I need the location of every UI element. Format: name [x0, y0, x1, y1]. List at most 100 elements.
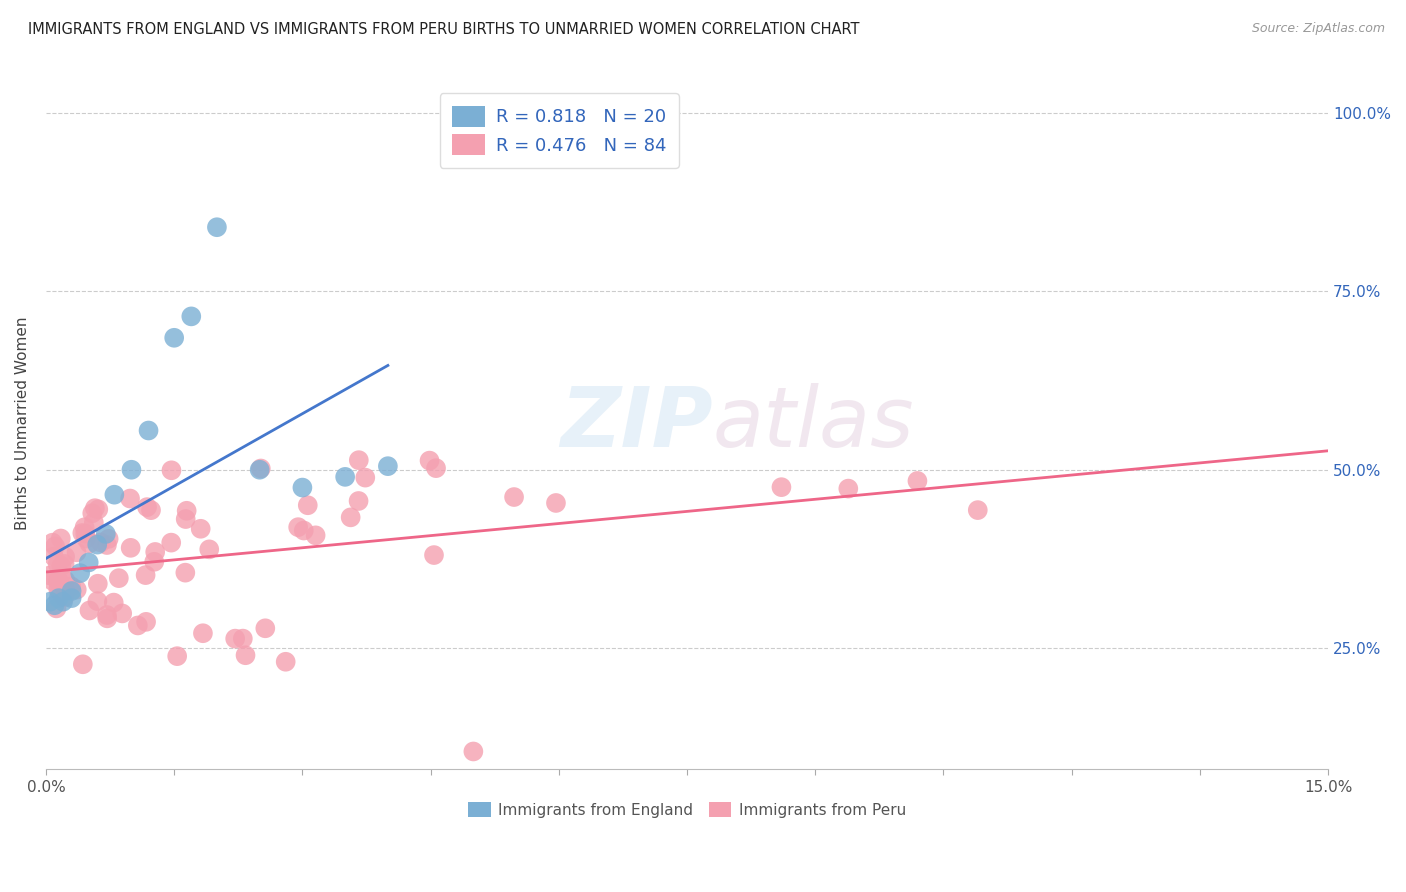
Point [143, 545, 166, 559]
Point [354, 470, 377, 484]
Point [86, 538, 108, 552]
Point [160, 463, 183, 477]
Point [46, 582, 69, 597]
Point [907, 474, 929, 488]
Point [60, 591, 83, 606]
Point [79, 603, 101, 617]
Point [333, 470, 356, 484]
Point [65, 545, 87, 559]
Point [127, 618, 149, 632]
Point [42, 549, 65, 564]
Point [503, 490, 526, 504]
Text: IMMIGRANTS FROM ENGLAND VS IMMIGRANTS FROM PERU BIRTHS TO UNMARRIED WOMEN CORREL: IMMIGRANTS FROM ENGLAND VS IMMIGRANTS FR… [28, 22, 859, 37]
Point [96, 611, 118, 625]
Point [224, 632, 246, 646]
Point [180, 310, 202, 324]
Point [39, 595, 62, 609]
Point [249, 463, 271, 477]
Point [96, 538, 118, 552]
Point [41, 535, 63, 549]
Point [347, 453, 370, 467]
Point [48, 585, 70, 599]
Point [120, 463, 142, 477]
Point [55, 583, 77, 598]
Point [53, 557, 76, 571]
Point [111, 607, 134, 621]
Point [46, 574, 69, 588]
Point [103, 488, 125, 502]
Point [139, 503, 162, 517]
Point [53, 549, 76, 564]
Y-axis label: Births to Unmarried Women: Births to Unmarried Women [15, 317, 30, 530]
Point [423, 548, 446, 562]
Point [79, 536, 101, 550]
Point [160, 535, 183, 549]
Point [72, 657, 94, 672]
Point [108, 571, 131, 585]
Point [339, 510, 361, 524]
Point [966, 503, 988, 517]
Point [51, 558, 73, 573]
Point [39, 568, 62, 582]
Point [419, 453, 441, 467]
Text: ZIP: ZIP [560, 383, 713, 464]
Point [75, 532, 97, 546]
Point [249, 461, 271, 475]
Point [463, 744, 485, 758]
Point [94, 527, 117, 541]
Point [69, 566, 91, 581]
Point [174, 566, 197, 580]
Point [163, 331, 186, 345]
Point [90, 535, 112, 549]
Point [87, 576, 110, 591]
Point [96, 607, 118, 622]
Point [44, 539, 66, 553]
Point [190, 522, 212, 536]
Point [45, 601, 67, 615]
Point [347, 494, 370, 508]
Point [292, 524, 315, 538]
Point [174, 512, 197, 526]
Point [120, 541, 142, 555]
Point [42, 574, 65, 588]
Point [66, 582, 89, 597]
Point [49, 532, 72, 546]
Point [120, 491, 142, 506]
Point [291, 481, 314, 495]
Point [46, 558, 69, 572]
Point [287, 520, 309, 534]
Point [84, 501, 107, 516]
Point [135, 568, 157, 582]
Point [198, 542, 221, 557]
Legend: Immigrants from England, Immigrants from Peru: Immigrants from England, Immigrants from… [461, 796, 912, 824]
Point [235, 648, 257, 663]
Point [44, 599, 66, 613]
Text: Source: ZipAtlas.com: Source: ZipAtlas.com [1251, 22, 1385, 36]
Point [48, 574, 70, 588]
Point [176, 504, 198, 518]
Point [53, 574, 76, 588]
Point [103, 596, 125, 610]
Point [274, 655, 297, 669]
Point [232, 632, 254, 646]
Point [544, 496, 567, 510]
Point [77, 556, 100, 570]
Point [304, 528, 326, 542]
Point [143, 555, 166, 569]
Point [425, 461, 447, 475]
Point [136, 500, 159, 515]
Point [60, 584, 83, 599]
Point [52, 595, 75, 609]
Point [837, 482, 859, 496]
Point [83, 516, 105, 530]
Point [72, 526, 94, 541]
Point [770, 480, 793, 494]
Point [73, 520, 96, 534]
Point [53, 591, 76, 605]
Point [49, 567, 72, 582]
Point [191, 626, 214, 640]
Point [377, 459, 399, 474]
Point [60, 579, 83, 593]
Point [87, 502, 110, 516]
Point [75, 526, 97, 541]
